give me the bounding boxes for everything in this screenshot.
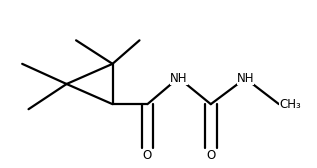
Text: O: O — [206, 149, 216, 162]
Text: CH₃: CH₃ — [279, 98, 301, 111]
Text: NH: NH — [170, 72, 188, 85]
Text: O: O — [143, 149, 152, 162]
Text: NH: NH — [237, 72, 255, 85]
